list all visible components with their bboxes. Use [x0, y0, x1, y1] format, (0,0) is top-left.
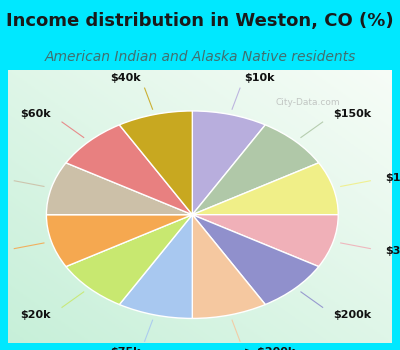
Wedge shape [119, 111, 192, 215]
Text: $60k: $60k [20, 109, 51, 119]
Text: City-Data.com: City-Data.com [275, 98, 340, 107]
Text: $100k: $100k [385, 173, 400, 183]
Wedge shape [46, 163, 192, 215]
Text: $20k: $20k [21, 310, 51, 320]
Text: American Indian and Alaska Native residents: American Indian and Alaska Native reside… [44, 50, 356, 64]
Wedge shape [192, 215, 319, 304]
Wedge shape [192, 111, 265, 215]
Wedge shape [192, 215, 265, 318]
Wedge shape [46, 215, 192, 267]
Text: Income distribution in Weston, CO (%): Income distribution in Weston, CO (%) [6, 12, 394, 30]
Text: $40k: $40k [110, 72, 141, 83]
Wedge shape [192, 215, 338, 267]
Wedge shape [119, 215, 192, 318]
Text: $200k: $200k [334, 310, 372, 320]
Text: $75k: $75k [110, 347, 141, 350]
Text: > $200k: > $200k [244, 347, 295, 350]
Wedge shape [192, 163, 338, 215]
Wedge shape [66, 215, 192, 304]
Wedge shape [66, 125, 192, 215]
Text: $30k: $30k [385, 246, 400, 257]
Wedge shape [192, 125, 319, 215]
Text: $150k: $150k [334, 109, 372, 119]
Text: $10k: $10k [244, 72, 274, 83]
